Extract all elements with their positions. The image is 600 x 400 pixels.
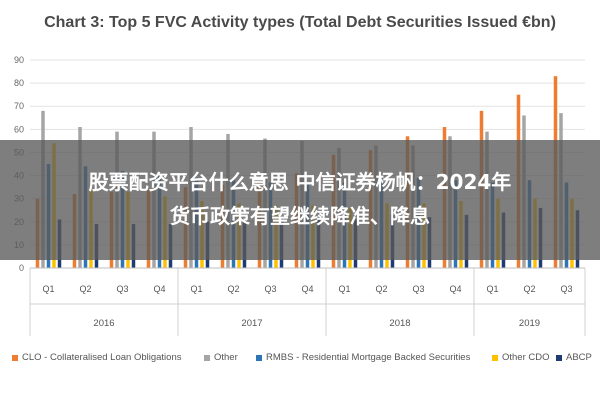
legend-label: Other bbox=[214, 352, 238, 363]
x-tick-label: Q4 bbox=[301, 284, 313, 294]
x-tick-label: Q1 bbox=[486, 284, 498, 294]
legend-label: ABCP bbox=[566, 352, 592, 363]
y-tick-label: 0 bbox=[19, 263, 24, 273]
x-tick-label: Q2 bbox=[523, 284, 535, 294]
legend-item: Other CDO bbox=[492, 352, 550, 363]
legend: CLO - Collateralised Loan Obligations Oth… bbox=[12, 352, 600, 370]
banner-overlay bbox=[0, 140, 600, 260]
banner-text[interactable]: 股票配资平台什么意思 中信证券杨帆：2024年 货币政策有望继续降准、降息 bbox=[20, 165, 580, 233]
x-tick-label: Q2 bbox=[79, 284, 91, 294]
legend-swatch bbox=[556, 354, 562, 361]
x-tick-label: Q3 bbox=[412, 284, 424, 294]
x-tick-label: Q4 bbox=[449, 284, 461, 294]
x-tick-label: Q2 bbox=[375, 284, 387, 294]
x-axis: Q1 Q2 Q3 Q4 Q1 Q2 Q3 Q4 Q1 Q2 Q3 Q4 Q1 Q2 Q3 2016 2017 20… bbox=[29, 267, 586, 336]
legend-label: RMBS - Residential Mortgage Backed Secur… bbox=[266, 352, 471, 363]
y-tick-label: 70 bbox=[14, 101, 24, 111]
x-tick-label: Q1 bbox=[338, 284, 350, 294]
x-tick-label: Q1 bbox=[190, 284, 202, 294]
banner-line-2: 货币政策有望继续降准、降息 bbox=[170, 204, 430, 228]
legend-swatch bbox=[12, 354, 18, 361]
y-tick-label: 90 bbox=[14, 55, 24, 65]
x-tick-label: Q2 bbox=[227, 284, 239, 294]
x-tick-label: Q3 bbox=[560, 284, 572, 294]
x-tick-label: Q4 bbox=[153, 284, 165, 294]
year-label: 2017 bbox=[241, 318, 262, 329]
banner-line-1: 股票配资平台什么意思 中信证券杨帆：2024年 bbox=[88, 170, 512, 194]
legend-swatch bbox=[492, 354, 498, 361]
year-label: 2019 bbox=[519, 318, 540, 329]
legend-swatch bbox=[256, 354, 262, 361]
legend-label: Other CDO bbox=[502, 352, 550, 363]
y-tick-label: 80 bbox=[14, 78, 24, 88]
y-tick-label: 60 bbox=[14, 124, 24, 134]
x-tick-label: Q3 bbox=[116, 284, 128, 294]
chart-title: Chart 3: Top 5 FVC Activity types (Total… bbox=[44, 14, 556, 31]
legend-swatch bbox=[204, 354, 210, 361]
legend-item: RMBS - Residential Mortgage Backed Secur… bbox=[256, 352, 470, 363]
legend-item: CLO - Collateralised Loan Obligations bbox=[12, 352, 181, 363]
year-label: 2018 bbox=[389, 318, 410, 329]
x-tick-label: Q3 bbox=[264, 284, 276, 294]
year-label: 2016 bbox=[93, 318, 114, 329]
legend-item: Other bbox=[204, 352, 238, 363]
x-tick-label: Q1 bbox=[42, 284, 54, 294]
legend-item: ABCP bbox=[556, 352, 592, 363]
legend-label: CLO - Collateralised Loan Obligations bbox=[22, 352, 182, 363]
